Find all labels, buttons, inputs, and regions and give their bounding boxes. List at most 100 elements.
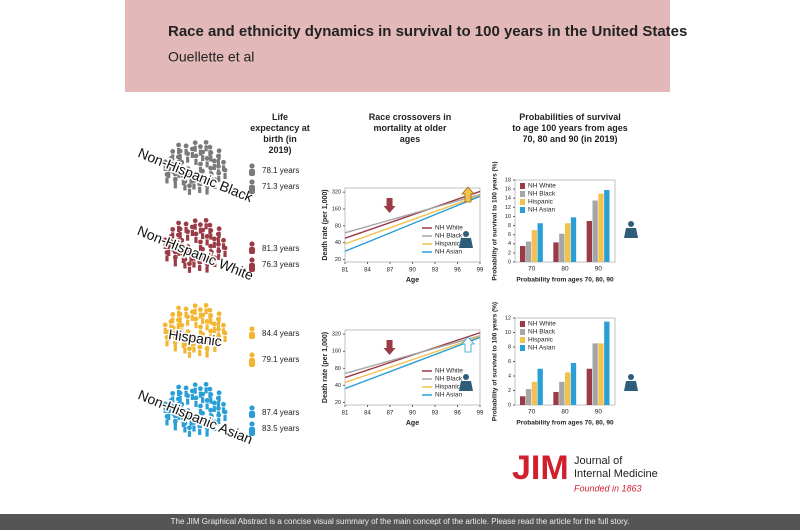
person-icon <box>180 251 186 257</box>
person-icon <box>191 341 197 346</box>
person-icon <box>180 243 184 250</box>
x-tick-label: 96 <box>454 268 461 274</box>
person-icon <box>184 390 188 397</box>
person-icon <box>193 387 197 394</box>
person-icon <box>212 326 216 333</box>
bar <box>537 223 543 262</box>
person-icon <box>198 174 203 180</box>
person-icon <box>211 321 217 327</box>
person-icon <box>190 229 194 236</box>
person-icon <box>217 153 221 160</box>
person-icon <box>198 324 203 330</box>
person-icon <box>204 255 210 261</box>
person-icon <box>198 227 202 234</box>
person-icon <box>216 148 222 154</box>
person-icon <box>204 340 210 346</box>
person-icon <box>216 390 222 396</box>
person-icon <box>183 426 187 433</box>
person-icon <box>212 419 218 425</box>
y-tick-label: 12 <box>505 205 511 211</box>
bar <box>586 221 592 262</box>
person-icon <box>216 401 220 408</box>
person-icon <box>249 358 255 367</box>
person-icon <box>201 397 205 404</box>
person-icon <box>179 237 185 243</box>
bar <box>604 190 610 262</box>
person-icon <box>192 140 198 146</box>
person-icon <box>209 177 213 184</box>
person-icon <box>208 228 212 235</box>
footer-bar <box>0 514 800 530</box>
person-icon <box>170 391 176 396</box>
person-icon <box>185 329 191 335</box>
life-expectancy: 78.1 years <box>262 166 299 175</box>
person-icon <box>216 248 222 254</box>
person-icon <box>204 155 210 161</box>
person-icon <box>187 188 192 195</box>
person-icon <box>192 183 196 190</box>
life-expectancy: 71.3 years <box>262 182 299 191</box>
title: Race and ethnicity dynamics in survival … <box>168 23 687 40</box>
person-icon <box>205 403 209 410</box>
person-icon <box>204 261 210 267</box>
person-icon <box>189 419 193 426</box>
person-icon <box>178 396 182 403</box>
person-icon <box>212 177 218 183</box>
y-tick-label: 8 <box>508 344 511 350</box>
life-expectancy: 84.4 years <box>262 329 299 338</box>
person-icon <box>198 161 203 167</box>
person-icon <box>216 237 220 244</box>
person-icon <box>186 249 190 256</box>
person-icon <box>208 334 214 340</box>
person-icon <box>213 182 217 189</box>
person-icon <box>172 340 178 345</box>
person-icon <box>191 178 197 183</box>
person-icon <box>204 183 210 189</box>
person-icon <box>223 336 227 343</box>
legend-label: NH White <box>435 225 463 232</box>
person-icon <box>171 245 175 252</box>
person-icon <box>204 223 208 230</box>
y-tick-label: 0 <box>508 402 511 408</box>
bar <box>559 233 565 262</box>
person-icon <box>205 266 209 273</box>
person-icon <box>211 236 217 242</box>
person-icon <box>208 313 212 320</box>
legend-label: Hispanic <box>528 337 554 344</box>
x-tick-label: 99 <box>477 411 484 417</box>
person-icon <box>249 185 255 194</box>
person-icon <box>193 223 197 230</box>
y-tick-label: 40 <box>335 383 341 389</box>
person-icon <box>211 400 217 406</box>
person-icon <box>162 159 168 165</box>
person-icon <box>171 396 175 403</box>
line <box>344 193 481 234</box>
person-icon <box>205 239 209 246</box>
person-icon <box>180 173 186 179</box>
person-icon <box>204 145 208 152</box>
person-icon <box>193 316 199 322</box>
person-icon <box>249 263 255 272</box>
person-icon <box>249 179 255 185</box>
person-icon <box>187 430 192 437</box>
person-icon <box>209 318 213 325</box>
person-icon <box>212 241 216 248</box>
y-tick-label: 20 <box>335 400 341 406</box>
person-icon <box>624 228 638 238</box>
person-icon <box>187 346 192 352</box>
person-icon <box>190 393 194 400</box>
person-icon <box>172 171 178 177</box>
person-icon <box>209 233 213 240</box>
y-tick-label: 320 <box>332 190 341 196</box>
person-icon <box>207 307 213 313</box>
bar <box>565 223 571 262</box>
x-tick-label: 90 <box>409 268 416 274</box>
person-icon <box>209 397 213 404</box>
logo-founded: Founded in 1863 <box>574 483 642 493</box>
bar <box>537 368 543 405</box>
person-icon <box>188 250 194 256</box>
life-expectancy: 79.1 years <box>262 355 299 364</box>
bar <box>565 372 571 405</box>
person-icon <box>177 225 181 232</box>
person-icon <box>177 171 181 178</box>
